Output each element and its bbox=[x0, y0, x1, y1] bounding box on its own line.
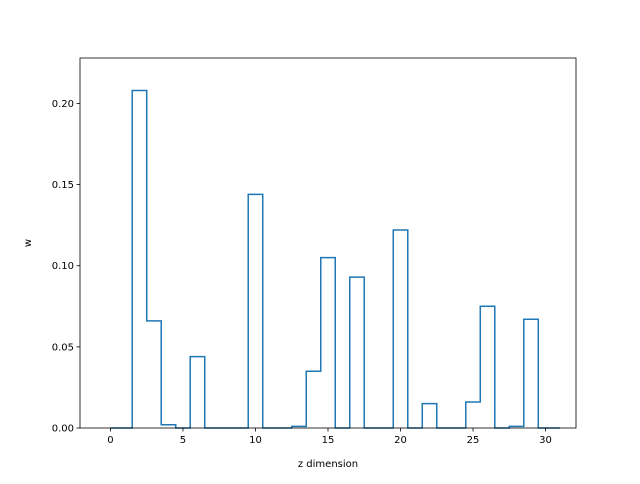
y-axis-label: w bbox=[23, 239, 34, 247]
y-tick-label: 0.05 bbox=[52, 342, 74, 353]
x-tick-label: 15 bbox=[322, 435, 335, 446]
x-axis: 0 5 10 15 20 25 30 bbox=[107, 428, 552, 446]
x-tick-label: 5 bbox=[180, 435, 186, 446]
x-tick-label: 30 bbox=[539, 435, 552, 446]
y-tick-label: 0.15 bbox=[52, 180, 74, 191]
x-tick-label: 20 bbox=[394, 435, 407, 446]
x-axis-label: z dimension bbox=[298, 459, 358, 470]
x-tick-label: 10 bbox=[249, 435, 262, 446]
y-tick-label: 0.10 bbox=[52, 261, 74, 272]
x-tick-label: 25 bbox=[467, 435, 480, 446]
y-axis: 0.00 0.05 0.10 0.15 0.20 bbox=[52, 99, 80, 435]
x-tick-label: 0 bbox=[107, 435, 113, 446]
y-tick-label: 0.20 bbox=[52, 99, 74, 110]
y-tick-label: 0.00 bbox=[52, 424, 74, 435]
